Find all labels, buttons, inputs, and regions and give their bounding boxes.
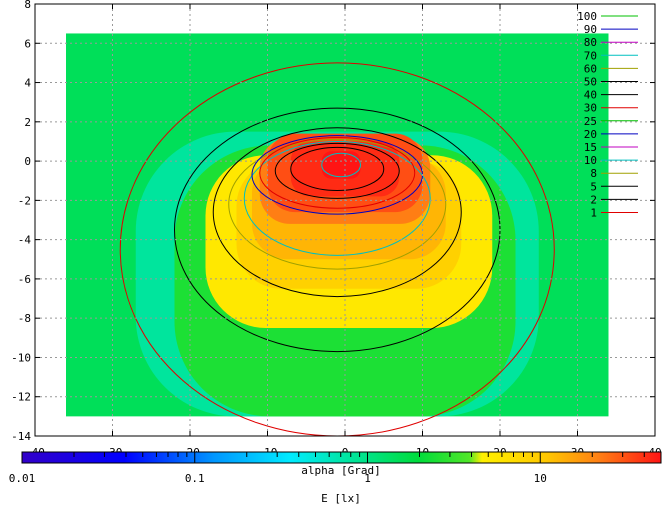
legend-label: 10 [584,154,597,167]
y-tick-label: 8 [24,0,31,11]
y-tick-label: -14 [11,430,31,443]
legend-label: 1 [590,207,597,220]
legend-label: 8 [590,167,597,180]
colorbar-tick-label: 1 [364,472,371,485]
y-tick-label: 6 [24,37,31,50]
contour-8 [228,138,447,270]
legend-label: 40 [584,89,597,102]
legend-label: 90 [584,23,597,36]
legend-label: 2 [590,193,597,206]
legend-label: 30 [584,102,597,115]
legend-label: 25 [584,115,597,128]
contour-5 [212,127,462,298]
colorbar-title: E [lx] [321,492,361,505]
contour-30 [259,137,416,209]
y-tick-label: -2 [18,194,31,207]
x-axis-title: alpha [Grad] [301,464,380,477]
legend-label: 50 [584,76,597,89]
legend-label: 20 [584,128,597,141]
heatmap-region-8 [321,151,361,179]
colorbar [21,451,662,464]
contour-50 [290,146,385,192]
legend-label: 70 [584,49,597,62]
y-tick-label: -8 [18,312,31,325]
contour-40 [274,142,400,199]
y-tick-label: 0 [24,155,31,168]
colorbar-tick-label: 10 [534,472,547,485]
y-tick-label: -12 [11,391,31,404]
y-tick-label: -4 [18,234,32,247]
legend-label: 100 [577,10,597,23]
y-tick-label: 4 [24,77,31,90]
y-tick-label: -6 [18,273,31,286]
colorbar-tick-label: 0.01 [9,472,36,485]
y-tick-label: -10 [11,351,31,364]
contour-10 [243,140,431,256]
legend-label: 80 [584,36,597,49]
contour-70 [321,152,361,178]
legend-label: 15 [584,141,597,154]
legend-label: 60 [584,62,597,75]
colorbar-tick-label: 0.1 [185,472,205,485]
y-tick-label: 2 [24,116,31,129]
legend-label: 5 [590,180,597,193]
